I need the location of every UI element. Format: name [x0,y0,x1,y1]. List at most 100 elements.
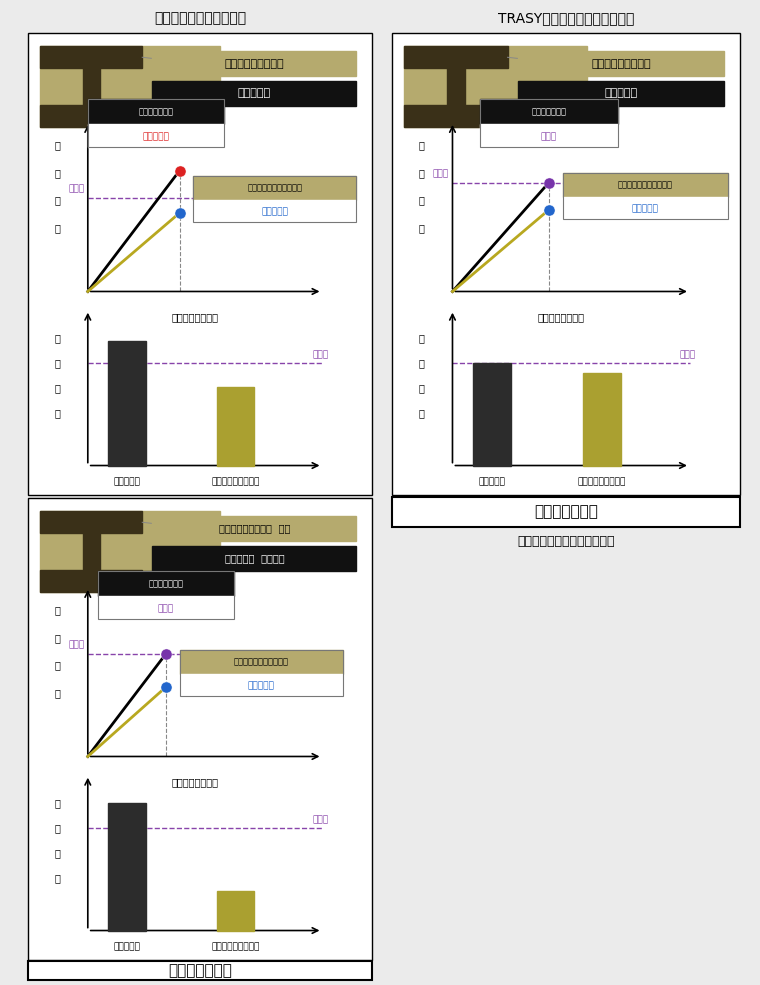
Bar [88,99,223,147]
Text: 許容値以上: 許容値以上 [142,132,169,141]
Bar [392,33,740,495]
Bar [108,341,146,466]
Text: 許容値以下: 許容値以下 [632,205,659,214]
Bar [193,200,356,222]
Bar [83,533,100,570]
Text: 許容値: 許容値 [540,132,557,141]
Text: 吹付けコンクリート応力: 吹付けコンクリート応力 [247,183,302,193]
Bar [447,68,464,105]
Text: 力: 力 [54,874,60,884]
Text: TRASYによるトンネル支保設計: TRASYによるトンネル支保設計 [498,11,634,25]
Bar [473,363,511,466]
Bar [98,571,234,596]
Bar [83,68,100,105]
Text: 保: 保 [54,822,60,833]
Text: 支: 支 [54,140,60,151]
Bar [153,516,356,541]
Text: 吹付けコンクリート: 吹付けコンクリート [591,59,651,69]
Text: 鋼製支保工応力: 鋼製支保工応力 [531,107,566,116]
Text: 支保への作用土圧: 支保への作用土圧 [172,312,218,322]
Bar [562,173,727,219]
Bar [40,46,142,68]
Bar [179,650,343,674]
Text: 応: 応 [54,848,60,858]
Text: 支: 支 [419,140,424,151]
Bar [480,99,618,124]
Text: 許容値: 許容値 [68,640,84,649]
Bar [153,81,356,106]
Bar [179,674,343,696]
Text: 応: 応 [54,383,60,393]
Bar [518,51,724,76]
Bar [217,890,255,931]
Text: 吹付けコンクリート  厚い: 吹付けコンクリート 厚い [219,524,290,534]
Text: 応: 応 [54,195,60,205]
Text: 支保工のサイズアップ: 支保工のサイズアップ [158,476,242,490]
Text: 力: 力 [54,688,60,697]
Text: 鋼製支保工  サイズ大: 鋼製支保工 サイズ大 [225,554,284,563]
Text: 許容値以下: 許容値以下 [248,682,274,690]
Text: 吹付けコンクリート応力: 吹付けコンクリート応力 [618,180,673,190]
Bar [480,99,618,147]
Text: 許容値: 許容値 [312,816,328,824]
Bar [583,373,621,466]
Text: 保: 保 [419,358,424,367]
Text: 力: 力 [54,223,60,232]
Bar [28,961,372,980]
Text: 鋼製支保工: 鋼製支保工 [479,477,505,486]
Bar [88,99,223,124]
Text: 鋼製支保工: 鋼製支保工 [238,89,271,98]
Bar [404,46,508,68]
Bar [40,105,142,127]
Text: 支保仕様の決定: 支保仕様の決定 [534,504,598,519]
Text: 支保仕様の決定: 支保仕様の決定 [168,963,232,978]
Bar [217,387,255,466]
Text: 鋼製支保工応力: 鋼製支保工応力 [138,107,173,116]
Text: 吹付けコンクリート: 吹付けコンクリート [211,477,260,486]
Bar [392,497,740,527]
Bar [98,596,234,620]
Bar [404,46,587,127]
Bar [40,511,142,533]
Text: 鋼製支保工: 鋼製支保工 [113,477,141,486]
Text: 従来のトンネル支保設計: 従来のトンネル支保設計 [154,11,246,25]
Text: 保: 保 [54,358,60,367]
Text: 応: 応 [419,383,424,393]
Bar [88,124,223,147]
Text: 支: 支 [419,333,424,343]
Text: 鋼製支保工応力: 鋼製支保工応力 [148,579,183,588]
Text: 許容値: 許容値 [433,169,449,178]
Bar [108,803,146,931]
Text: 吹付けコンクリート: 吹付けコンクリート [578,477,626,486]
Bar [153,51,356,76]
Text: 吹付けコンクリート応力: 吹付けコンクリート応力 [234,658,289,667]
Text: 鋼製支保工: 鋼製支保工 [604,89,638,98]
Text: 保: 保 [54,167,60,178]
Bar [153,546,356,571]
Text: 支保への作用土圧: 支保への作用土圧 [537,312,584,322]
Bar [179,650,343,696]
Text: 許容値: 許容値 [68,184,84,193]
Text: 支: 支 [54,798,60,808]
Bar [518,81,724,106]
Bar [28,33,372,495]
Bar [40,511,220,592]
Bar [28,498,372,960]
Text: 力: 力 [419,408,424,419]
Text: 力: 力 [419,223,424,232]
Text: 吹付けコンクリート: 吹付けコンクリート [211,942,260,951]
Text: 支: 支 [54,606,60,616]
Bar [404,105,508,127]
Bar [40,46,220,127]
Bar [193,176,356,200]
Bar [562,197,727,219]
Text: 吹付けコンクリート: 吹付けコンクリート [225,59,284,69]
Bar [562,173,727,197]
Text: 許容値: 許容値 [158,604,174,613]
Text: 保: 保 [54,632,60,643]
Bar [40,570,142,592]
Text: 応: 応 [54,660,60,671]
Bar [98,571,234,620]
Text: 許容値以下: 許容値以下 [261,208,288,217]
Text: 支保工のサイズアップは不要: 支保工のサイズアップは不要 [518,535,615,548]
